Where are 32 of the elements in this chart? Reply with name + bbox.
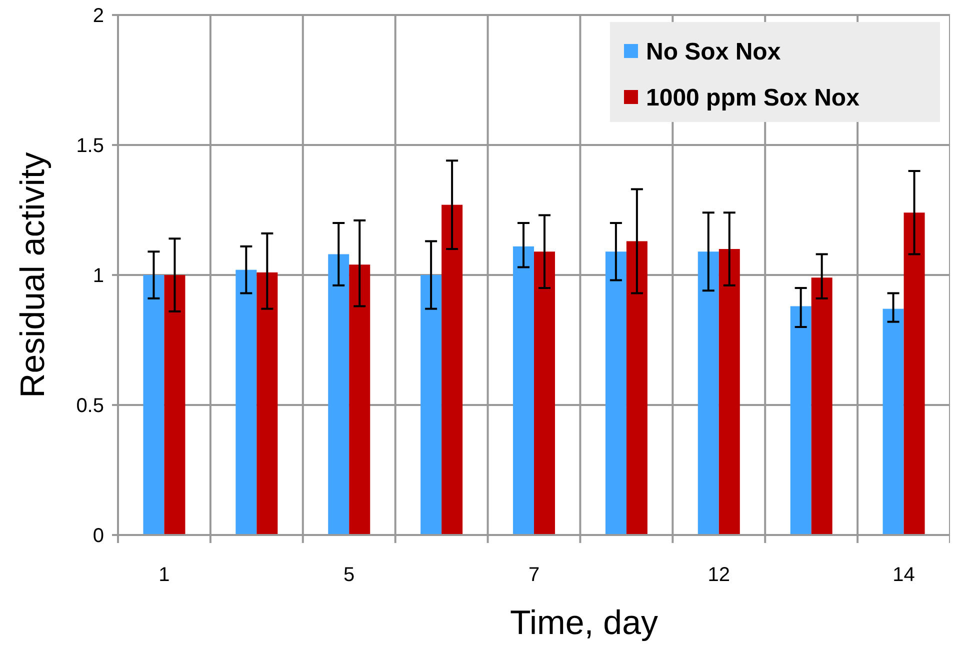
x-tick-label: 12 bbox=[708, 564, 730, 586]
bar bbox=[698, 252, 719, 535]
y-tick-label: 0.5 bbox=[76, 395, 104, 417]
bar bbox=[328, 254, 350, 535]
bar bbox=[256, 272, 278, 535]
y-tick-label: 0 bbox=[92, 525, 104, 547]
x-tick-label: 5 bbox=[344, 564, 355, 586]
bar bbox=[811, 278, 832, 535]
y-axis-title: Residual activity bbox=[14, 152, 52, 398]
x-tick-label: 1 bbox=[158, 564, 170, 586]
bar bbox=[143, 275, 164, 535]
y-tick-label: 2 bbox=[92, 5, 104, 27]
bar bbox=[236, 270, 257, 535]
x-tick-label: 14 bbox=[892, 564, 915, 586]
bar bbox=[904, 212, 925, 535]
bar bbox=[718, 249, 740, 535]
bar bbox=[513, 246, 534, 535]
bar bbox=[349, 264, 370, 535]
bar bbox=[626, 241, 648, 535]
x-tick-label: 7 bbox=[528, 564, 540, 586]
bar bbox=[420, 275, 442, 535]
legend-label: 1000 ppm Sox Nox bbox=[646, 84, 860, 112]
bar bbox=[534, 252, 555, 535]
y-tick-label: 1.5 bbox=[76, 135, 104, 157]
bar bbox=[882, 308, 904, 535]
x-axis-title: Time, day bbox=[510, 604, 658, 642]
bar bbox=[442, 204, 463, 535]
bar bbox=[164, 275, 186, 535]
bar bbox=[790, 306, 812, 535]
y-tick-label: 1 bbox=[92, 265, 104, 287]
legend-label: No Sox Nox bbox=[646, 38, 782, 66]
bar bbox=[605, 252, 626, 535]
